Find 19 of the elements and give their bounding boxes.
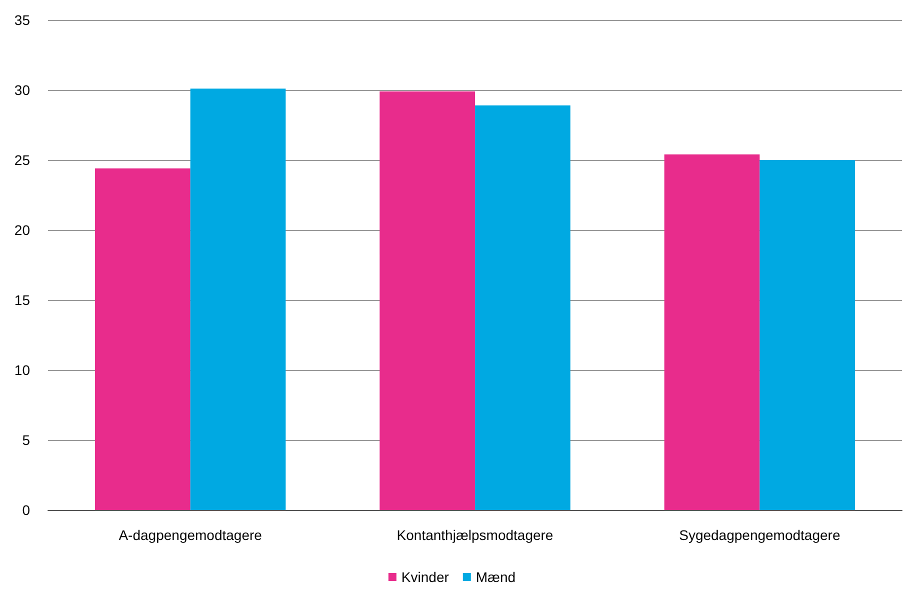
bar: [94, 168, 190, 510]
y-tick-label: 20: [14, 222, 30, 238]
y-tick-label: 35: [14, 12, 30, 28]
y-tick-label: 30: [14, 82, 30, 98]
x-tick-label: Sygedagpengemodtagere: [679, 527, 840, 543]
legend-label: Kvinder: [401, 569, 450, 585]
x-tick-label: Kontanthjælpsmodtagere: [396, 527, 554, 543]
y-tick-label: 10: [14, 362, 30, 378]
bar: [664, 154, 760, 510]
bar: [380, 91, 475, 510]
y-tick-label: 5: [22, 432, 30, 448]
y-tick-label: 15: [14, 292, 30, 308]
legend-label: Mænd: [476, 569, 516, 585]
bar: [760, 160, 856, 510]
bar: [475, 105, 570, 510]
y-tick-label: 25: [14, 152, 30, 168]
y-tick-label: 0: [22, 502, 30, 518]
bar: [190, 88, 286, 510]
x-tick-label: A-dagpengemodtagere: [118, 527, 262, 543]
